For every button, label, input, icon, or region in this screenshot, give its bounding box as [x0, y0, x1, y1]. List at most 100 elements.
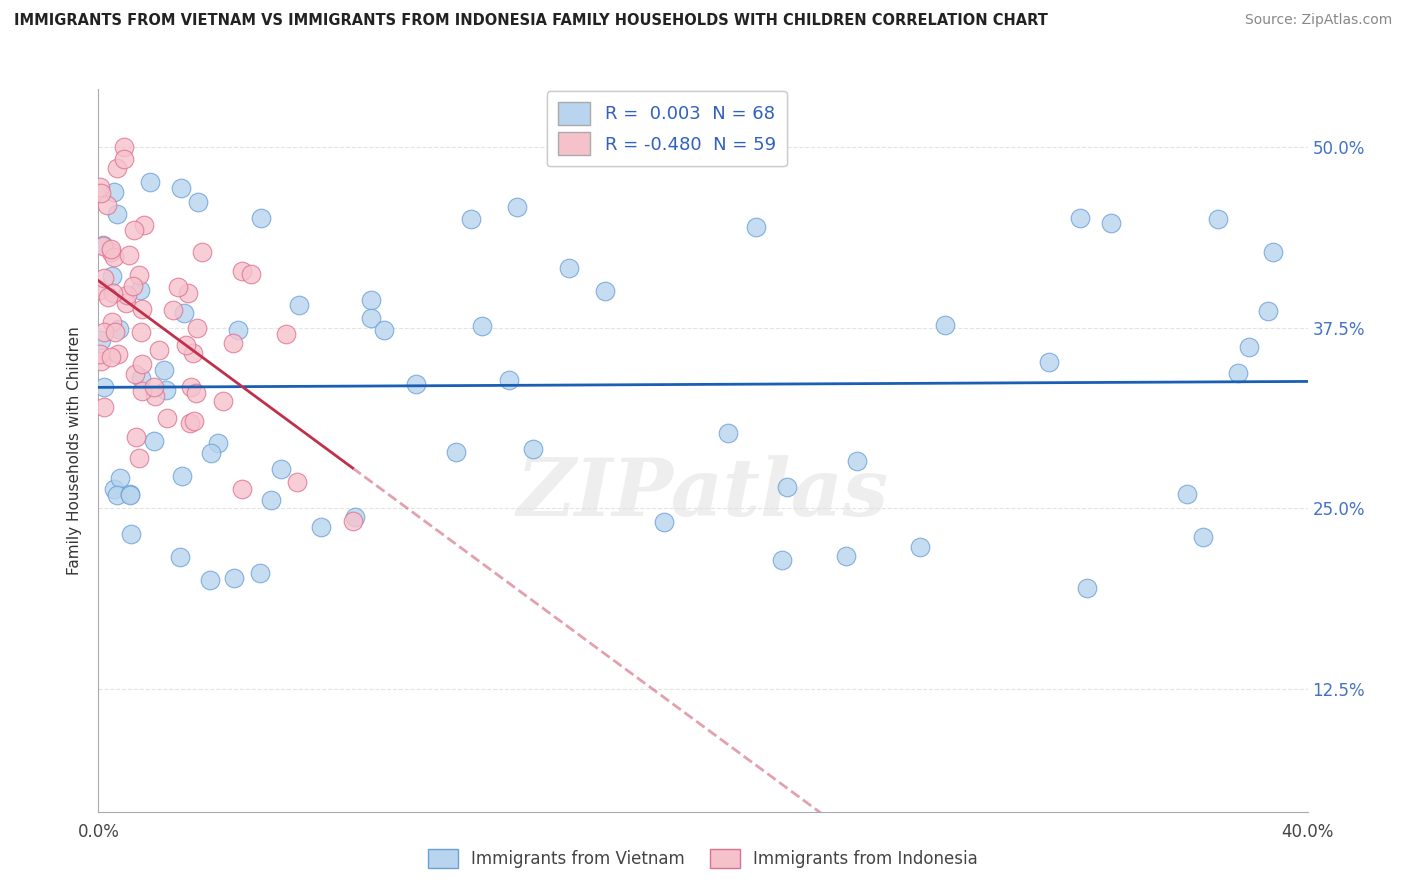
Point [91, 238, 114, 252]
Text: IMMIGRANTS FROM VIETNAM VS IMMIGRANTS FROM INDONESIA FAMILY HOUSEHOLDS WITH CHIL: IMMIGRANTS FROM VIETNAM VS IMMIGRANTS FR… [14, 13, 1047, 29]
Point [118, 248, 141, 262]
Point [179, 416, 201, 430]
Point [100, 245, 122, 260]
Point [231, 483, 253, 497]
Point [522, 442, 544, 456]
Point [557, 261, 579, 276]
Point [226, 323, 249, 337]
Point [112, 140, 135, 154]
Point [155, 383, 177, 397]
Point [90, 333, 112, 347]
Text: ZIPatlas: ZIPatlas [517, 455, 889, 533]
Point [103, 250, 125, 264]
Point [129, 325, 152, 339]
Point [128, 268, 150, 282]
Point [200, 446, 222, 460]
Point [908, 541, 931, 555]
Point [108, 471, 131, 485]
Point [93, 379, 115, 393]
Point [93, 270, 115, 285]
Point [107, 347, 129, 361]
Point [1192, 530, 1215, 544]
Point [471, 318, 494, 333]
Point [100, 242, 122, 256]
Point [105, 207, 128, 221]
Point [222, 336, 245, 351]
Point [128, 451, 150, 466]
Point [156, 411, 179, 425]
Point [1237, 340, 1260, 354]
Point [124, 429, 146, 443]
Point [342, 515, 364, 529]
Legend: R =  0.003  N = 68, R = -0.480  N = 59: R = 0.003 N = 68, R = -0.480 N = 59 [547, 91, 786, 166]
Point [103, 185, 125, 199]
Point [239, 267, 262, 281]
Point [444, 445, 467, 459]
Point [129, 370, 152, 384]
Point [360, 311, 382, 326]
Point [131, 357, 153, 371]
Point [142, 434, 165, 448]
Y-axis label: Family Households with Children: Family Households with Children [67, 326, 83, 574]
Point [343, 509, 366, 524]
Point [405, 377, 427, 392]
Point [117, 288, 139, 302]
Point [1261, 245, 1284, 260]
Point [170, 180, 193, 194]
Point [148, 343, 170, 357]
Point [167, 280, 190, 294]
Point [183, 413, 205, 427]
Point [101, 268, 124, 283]
Point [120, 527, 142, 541]
Point [169, 550, 191, 565]
Point [776, 480, 799, 494]
Point [174, 337, 197, 351]
Legend: Immigrants from Vietnam, Immigrants from Indonesia: Immigrants from Vietnam, Immigrants from… [422, 842, 984, 875]
Point [170, 468, 193, 483]
Point [270, 462, 292, 476]
Point [191, 244, 214, 259]
Point [309, 520, 332, 534]
Point [845, 453, 868, 467]
Point [276, 326, 298, 341]
Point [143, 389, 166, 403]
Point [177, 285, 200, 300]
Point [717, 425, 740, 440]
Point [198, 573, 221, 587]
Point [1076, 581, 1098, 595]
Text: Source: ZipAtlas.com: Source: ZipAtlas.com [1244, 13, 1392, 28]
Point [770, 552, 793, 566]
Point [186, 321, 208, 335]
Point [93, 325, 115, 339]
Point [101, 285, 124, 300]
Point [101, 315, 124, 329]
Point [1257, 304, 1279, 318]
Point [1038, 355, 1060, 369]
Point [107, 322, 129, 336]
Point [934, 318, 956, 332]
Point [173, 306, 195, 320]
Point [128, 283, 150, 297]
Point [100, 350, 122, 364]
Point [1099, 216, 1122, 230]
Point [131, 384, 153, 398]
Point [118, 486, 141, 500]
Point [153, 363, 176, 377]
Point [104, 325, 127, 339]
Point [138, 175, 160, 189]
Point [186, 386, 208, 401]
Point [498, 373, 520, 387]
Point [89, 180, 111, 194]
Point [460, 212, 482, 227]
Point [90, 354, 112, 368]
Point [114, 296, 136, 310]
Point [89, 347, 111, 361]
Point [93, 401, 115, 415]
Point [96, 197, 118, 211]
Point [121, 278, 143, 293]
Point [834, 549, 856, 563]
Point [183, 346, 205, 360]
Point [260, 493, 283, 508]
Point [231, 264, 253, 278]
Point [249, 211, 271, 225]
